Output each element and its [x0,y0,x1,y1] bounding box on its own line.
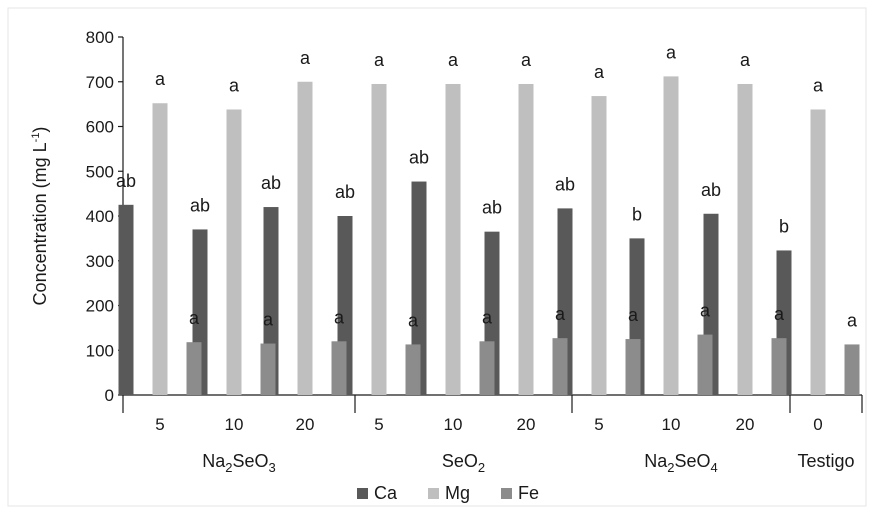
bar-fe [625,339,641,395]
chart-border [7,7,867,507]
significance-label: ab [555,174,575,194]
bar-mg [297,81,313,395]
bar-mg [518,83,534,396]
y-tick-label: 100 [86,341,114,360]
bar-mg [663,76,679,395]
group-label: Testigo [797,451,854,471]
significance-label: a [774,304,785,324]
bar-mg [810,109,826,396]
significance-label: a [628,305,639,325]
legend-swatch-mg [428,488,439,499]
significance-label: ab [701,180,721,200]
significance-label: ab [482,198,502,218]
significance-label: ab [116,171,136,191]
bars [118,76,860,396]
significance-label: ab [190,195,210,215]
y-tick-label: 600 [86,118,114,137]
significance-label: ab [335,182,355,202]
dose-label: 5 [374,415,383,434]
y-tick-label: 800 [86,28,114,47]
dose-label: 5 [594,415,603,434]
bar-fe [479,341,495,395]
bar-mg [371,83,387,396]
significance-label: a [300,48,311,68]
dose-label: 20 [296,415,315,434]
significance-label: a [408,310,419,330]
significance-label: b [632,204,642,224]
y-tick-label: 200 [86,297,114,316]
legend-swatch-fe [501,488,512,499]
x-axis-labels: 5 10 20 5 10 20 5 10 20 0 Na2SeO3 SeO2 Na2SeO4 Testig… [155,415,854,475]
bar-mg [737,83,753,396]
legend-label-mg: Mg [445,483,470,503]
significance-label: a [847,310,858,330]
bar-fe [186,342,202,395]
bar-fe [697,334,713,395]
significance-label: a [521,50,532,70]
dose-label: 20 [736,415,755,434]
bar-mg [226,109,242,396]
bar-fe [331,341,347,395]
dose-label: 20 [517,415,536,434]
bar-fe [552,338,568,395]
bar-mg [445,83,461,396]
bar-mg [152,103,168,395]
significance-label: a [189,308,200,328]
y-tick-label: 400 [86,207,114,226]
significance-label: a [555,304,566,324]
dose-label: 10 [225,415,244,434]
y-tick-label: 500 [86,162,114,181]
significance-label: ab [409,148,429,168]
y-tick-label: 700 [86,73,114,92]
significance-label: a [263,310,274,330]
significance-label: a [229,75,240,95]
group-label: SeO2 [442,451,485,475]
significance-label: a [334,307,345,327]
significance-label: b [779,216,789,236]
bar-fe [771,338,787,395]
significance-label: a [374,50,385,70]
legend-swatch-ca [357,488,368,499]
bar-ca [118,204,134,395]
legend-label-ca: Ca [374,483,398,503]
significance-label: a [482,307,493,327]
significance-label: a [155,69,166,89]
bar-fe [260,343,276,395]
bar-mg [591,96,607,395]
significance-label: a [594,62,605,82]
significance-label: a [448,50,459,70]
y-tick-label: 0 [105,386,114,405]
bar-ca [411,181,427,395]
dose-label: 5 [155,415,164,434]
group-label: Na2SeO3 [202,451,276,475]
y-axis-title: Concentration (mg L-1) [30,127,50,306]
significance-label: a [666,42,677,62]
y-tick-label: 300 [86,252,114,271]
dose-label: 0 [813,415,822,434]
significance-label: ab [261,173,281,193]
dose-label: 10 [662,415,681,434]
significance-label: a [813,75,824,95]
significance-label: a [700,301,711,321]
bar-fe [405,344,421,395]
bar-fe [844,344,860,395]
significance-labels: ab ab ab ab ab ab ab b ab b a a a a a a a a a a a a a a a a a a a a [116,42,858,330]
dose-label: 10 [444,415,463,434]
group-label: Na2SeO4 [644,451,718,475]
legend-label-fe: Fe [518,483,539,503]
significance-label: a [740,50,751,70]
legend: Ca Mg Fe [357,483,539,503]
